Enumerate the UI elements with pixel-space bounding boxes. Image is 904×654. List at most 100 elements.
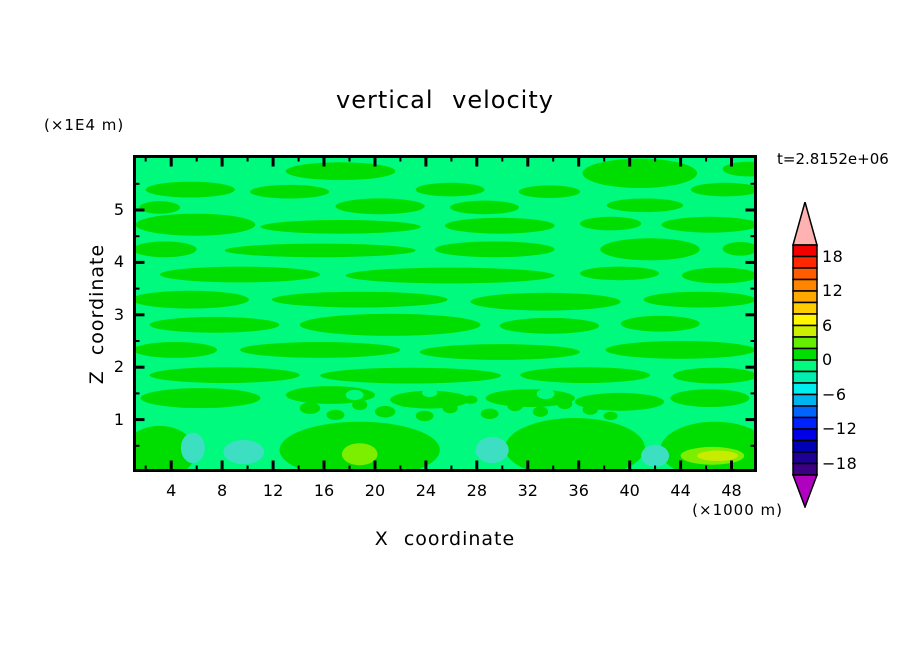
contour-blob-green <box>335 198 425 215</box>
colorbar-segment <box>792 244 818 258</box>
colorbar-tick-label: −18 <box>822 453 858 473</box>
contour-blob-green <box>463 395 478 404</box>
contour-blob-teal <box>475 436 509 464</box>
contour-blob-green <box>419 344 580 360</box>
contour-blob-lgreen <box>341 443 378 466</box>
contour-blob-green <box>159 266 321 283</box>
z-tick-label: 1 <box>113 409 124 429</box>
colorbar-tick-label: 18 <box>822 246 844 266</box>
contour-blob-teal <box>641 444 670 467</box>
colorbar-tick-label: −6 <box>822 384 847 404</box>
contour-blob-green <box>240 342 401 358</box>
contour-blob-green <box>661 216 757 233</box>
colorbar-segment <box>792 336 818 350</box>
x-tick-label: 32 <box>517 481 538 500</box>
colorbar-segment <box>792 393 818 407</box>
x-tick-label: 36 <box>568 481 589 500</box>
x-tick-label: 48 <box>721 481 742 500</box>
contour-blob-spring <box>345 389 364 401</box>
z-tick-label: 3 <box>113 304 124 324</box>
colorbar-segment <box>792 255 818 269</box>
contour-blob-green <box>507 400 523 412</box>
contour-blob-green <box>670 389 750 407</box>
contour-blob-green <box>603 411 618 421</box>
contour-blob-green <box>299 402 321 414</box>
contour-blob-green <box>139 201 181 214</box>
time-annotation: t=2.8152e+06 <box>777 150 889 168</box>
contour-blob-green <box>690 182 757 197</box>
contour-blob-green <box>133 425 196 472</box>
x-tick-label: 40 <box>619 481 640 500</box>
contour-blob-green <box>135 213 256 236</box>
colorbar-segment <box>792 451 818 465</box>
x-tick-label: 24 <box>415 481 437 500</box>
x-tick-label: 44 <box>670 481 691 500</box>
contour-blob-green <box>140 388 261 409</box>
colorbar-segment <box>792 416 818 430</box>
contour-blob-green <box>557 398 573 410</box>
contour-blob-teal <box>223 440 265 465</box>
contour-blob-green <box>326 409 345 421</box>
x-tick-label: 4 <box>166 481 177 500</box>
contour-blob-green <box>445 217 555 234</box>
contour-blob-green <box>518 185 580 198</box>
colorbar-tick-label: 6 <box>822 315 833 335</box>
z-tick-label: 2 <box>113 357 124 377</box>
x-axis-title: X coordinate <box>374 528 516 550</box>
contour-blob-green <box>504 418 645 472</box>
z-tick-label: 4 <box>113 252 124 272</box>
contour-blob-green <box>582 158 698 188</box>
plot-border <box>133 155 757 472</box>
contour-blob-green <box>532 406 549 417</box>
contour-blob-green <box>415 410 434 422</box>
colorbar-over-arrow <box>792 202 818 246</box>
colorbar-segment <box>792 290 818 304</box>
contour-blob-green <box>643 291 756 308</box>
colorbar-under-arrow <box>792 474 818 508</box>
colorbar-segment <box>792 313 818 327</box>
contour-blob-spring <box>462 406 479 417</box>
contour-blob-green <box>285 162 396 181</box>
colorbar-segment <box>792 462 818 476</box>
x-tick-label: 12 <box>262 481 284 500</box>
y-axis-unit-label: (×1E4 m) <box>44 116 125 134</box>
z-tick-label: 5 <box>113 200 124 220</box>
contour-blob-green <box>149 316 280 333</box>
contour-blob-green <box>606 198 684 213</box>
contour-blob-green <box>574 392 665 411</box>
contour-blob-green <box>673 367 757 384</box>
colorbar-segment <box>792 370 818 384</box>
contour-blob-green <box>320 367 501 384</box>
contour-blob-teal <box>180 432 205 464</box>
contour-blob-green <box>260 220 421 234</box>
colorbar-segment <box>792 439 818 453</box>
contour-blob-green <box>434 241 555 258</box>
x-tick-label: 16 <box>313 481 335 500</box>
colorbar-tick-label: 12 <box>822 281 844 300</box>
contour-blob-green <box>681 267 757 284</box>
colorbar-segment <box>792 324 818 338</box>
contour-blob-green <box>352 399 368 411</box>
contour-blob-green <box>271 291 448 308</box>
contour-blob-green <box>580 266 659 281</box>
x-tick-label: 8 <box>217 481 228 500</box>
contour-blob-green <box>345 267 555 284</box>
colorbar <box>792 202 818 508</box>
contour-blob-green <box>133 342 217 358</box>
colorbar-segment <box>792 359 818 373</box>
chart-title: vertical velocity <box>336 86 554 114</box>
contour-blob-green <box>442 402 458 414</box>
contour-blob-green <box>133 290 249 309</box>
colorbar-tick-label: −12 <box>822 419 858 438</box>
contour-blob-green <box>224 243 416 258</box>
contour-blob-green <box>499 317 600 334</box>
colorbar-tick-label: 0 <box>822 350 833 369</box>
contour-blob-green <box>299 313 481 336</box>
contour-blob-green <box>149 367 300 383</box>
contour-blob-green <box>582 404 598 415</box>
contour-blob-green <box>374 405 396 418</box>
contour-blob-green <box>520 367 650 383</box>
contour-blob-green <box>397 396 414 407</box>
contour-blob-green <box>470 292 621 311</box>
contour-blob-spring <box>536 388 555 400</box>
